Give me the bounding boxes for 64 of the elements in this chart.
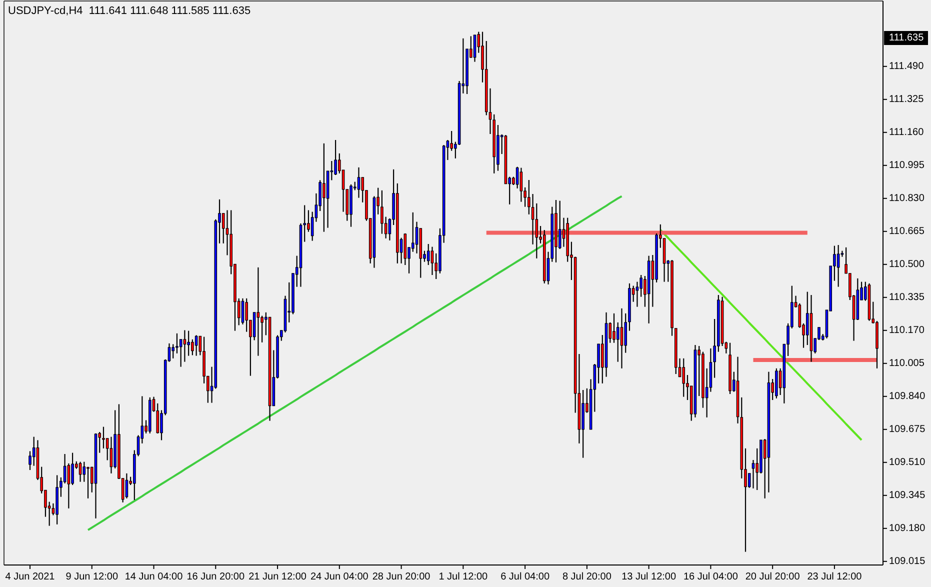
x-tick-label: 8 Jul 20:00 (562, 572, 612, 582)
candlestick (67, 462, 70, 509)
x-tick-label: 16 Jun 20:00 (186, 572, 245, 582)
candlestick (307, 210, 310, 232)
y-tick-label: 110.500 (889, 258, 925, 270)
candlestick (430, 246, 434, 276)
x-tick-label: 28 Jun 20:00 (372, 572, 431, 582)
y-tick-label: 109.675 (889, 424, 926, 435)
candlestick (558, 200, 562, 250)
y-tick-label: 109.345 (889, 490, 926, 501)
x-tick-label: 14 Jun 04:00 (124, 572, 184, 582)
x-tick-label: 16 Jul 04:00 (683, 572, 738, 582)
text: 111.635 (889, 32, 924, 44)
candlestick (322, 142, 326, 232)
y-tick-label: 110.665 (889, 226, 925, 237)
chart-title: USDJPY-cd,H4 111.641 111.648 111.585 111.635 (8, 5, 251, 17)
candlestick (752, 459, 755, 489)
candlestick (520, 167, 523, 202)
x-tick-label: 1 Jul 12:00 (438, 572, 488, 582)
y-tick-label: 111.160 (889, 126, 924, 138)
candlestick (450, 130, 453, 152)
x-tick-label: 20 Jul 20:00 (745, 572, 800, 582)
y-tick-label: 109.510 (889, 456, 926, 468)
candlestick (636, 281, 639, 308)
x-tick-label: 21 Jun 12:00 (248, 572, 307, 582)
y-tick-label: 111.490 (889, 60, 924, 72)
candlestick (86, 466, 90, 499)
line-series (87, 195, 623, 531)
candlestick (28, 450, 32, 471)
candlestick (82, 461, 86, 482)
y-tick-label: 109.015 (889, 556, 926, 567)
x-tick-label: 6 Jul 04:00 (500, 572, 550, 582)
candlestick (183, 330, 186, 362)
candlestick (682, 358, 686, 398)
candlestick (836, 244, 840, 288)
x-tick-label: 23 Jul 12:00 (807, 572, 862, 582)
candlestick (616, 322, 620, 362)
y-tick-label: 110.995 (889, 160, 925, 171)
candlestick (380, 190, 384, 234)
y-tick-label: 110.005 (889, 358, 925, 369)
candlestick (71, 452, 74, 486)
candlestick (176, 332, 178, 354)
x-tick-label: 13 Jul 12:00 (622, 572, 676, 582)
x-tick-label: 4 Jun 2021 (5, 572, 56, 582)
candlestick (426, 243, 430, 266)
candlestick (172, 344, 174, 359)
y-tick-label: 110.170 (889, 324, 925, 336)
candlestick (473, 34, 476, 62)
candlestick (102, 426, 105, 449)
candlestick (334, 139, 337, 176)
line-series (659, 229, 863, 441)
candlestick (110, 436, 113, 474)
candlestick (78, 461, 82, 482)
x-tick-label: 9 Jun 12:00 (66, 572, 118, 582)
candlestick (612, 312, 616, 344)
x-tick-label: 24 Jun 04:00 (310, 572, 369, 582)
candlestick (256, 266, 260, 356)
y-tick-label: 110.830 (889, 192, 925, 204)
y-tick-label: 110.335 (889, 292, 925, 303)
y-tick-label: 109.180 (889, 522, 926, 534)
candlestick (260, 315, 264, 343)
candlestick (191, 338, 194, 356)
y-tick-label: 111.325 (889, 94, 924, 105)
y-tick-label: 109.840 (889, 390, 926, 402)
